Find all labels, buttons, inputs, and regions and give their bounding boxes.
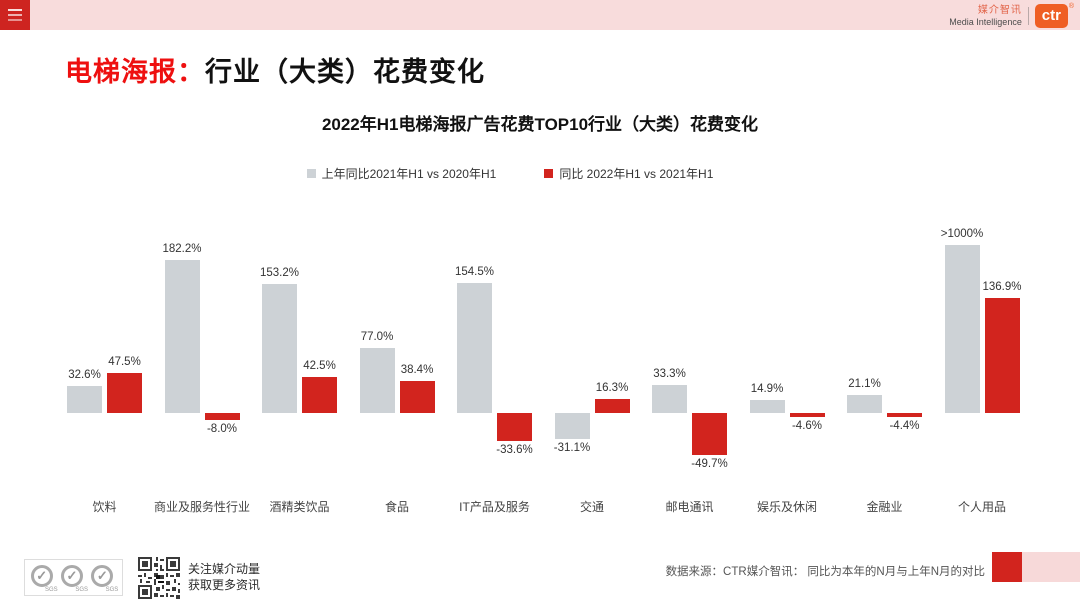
bar-series0-cat5: [554, 413, 590, 440]
sgs-logo-icon: ✓ SGS: [90, 563, 119, 593]
bar-value-label: -31.1%: [553, 442, 591, 455]
bar-series0-cat7: [749, 400, 785, 413]
qr-caption: 关注媒介动量 获取更多资讯: [188, 561, 260, 593]
category-label: 食品: [384, 500, 409, 514]
sgs-label: SGS: [105, 586, 119, 593]
bar-series1-cat3: [399, 380, 435, 413]
qr-caption-line2: 获取更多资讯: [188, 578, 261, 592]
category-label: 个人用品: [957, 500, 1006, 514]
sgs-logo-icon: ✓ SGS: [60, 563, 88, 593]
bar-series0-cat4: [457, 283, 492, 413]
bar-series0-cat6: [652, 385, 687, 413]
bar-value-label: 136.9%: [982, 281, 1022, 293]
menu-button[interactable]: [0, 0, 30, 30]
bar-series1-cat0: [107, 373, 142, 413]
legend-swatch-gray: [306, 169, 316, 178]
bar-series0-cat3: [359, 348, 395, 413]
ctr-logo: ctr: [1034, 4, 1068, 28]
sgs-label: SGS: [75, 586, 88, 593]
bar-value-label: -4.4%: [889, 419, 920, 432]
bar-series1-cat8: [887, 413, 922, 417]
qr-caption-line1: 关注媒介动量: [188, 562, 261, 576]
bar-series1-cat9: [984, 298, 1020, 413]
brand-name-cn: 媒介智讯: [977, 4, 1022, 16]
bar-series0-cat1: [164, 259, 200, 413]
bar-value-label: 32.6%: [68, 368, 101, 381]
category-label: 金融业: [866, 500, 903, 514]
category-label: 商业及服务性行业: [153, 500, 250, 514]
bar-value-label: 77.0%: [360, 331, 394, 344]
category-label: 饮料: [92, 500, 117, 514]
qr-code-icon: [138, 557, 180, 599]
bar-chart: 32.6% 47.5% 饮料 182.2% -8.0% 商业及服务性行业 153.2% 42.…: [0, 220, 1080, 530]
brand-name-en: Media Intelligence: [949, 16, 1022, 27]
legend-swatch-red: [544, 169, 554, 178]
bar-value-label: 154.5%: [454, 266, 494, 279]
footer-accent-red-block: [992, 552, 1022, 582]
bar-series0-cat8: [847, 395, 882, 413]
legend-label-prior-year: 上年同比2021年H1 vs 2020年H1: [321, 167, 497, 181]
hamburger-icon: [8, 9, 22, 11]
bar-value-label: 14.9%: [750, 383, 784, 396]
legend-label-current-year: 同比 2022年H1 vs 2021年H1: [559, 167, 714, 181]
bar-series0-cat0: [67, 385, 102, 413]
category-label: 邮电通讯: [665, 500, 714, 514]
bar-series1-cat5: [594, 399, 630, 413]
bar-value-label: -4.6%: [791, 419, 823, 432]
brand-logo: 媒介智讯 Media Intelligence ctr ®: [949, 3, 1074, 29]
brand-text: 媒介智讯 Media Intelligence: [949, 4, 1022, 27]
sgs-label: SGS: [44, 586, 58, 593]
sgs-check-icon: ✓: [30, 564, 53, 587]
bar-value-label: 153.2%: [259, 267, 299, 280]
brand-divider: [1027, 7, 1029, 25]
bar-series1-cat7: [789, 413, 825, 417]
bar-value-label: 42.5%: [303, 360, 336, 373]
footer-accent-pink-block: [1022, 552, 1080, 582]
bar-value-label: 16.3%: [595, 382, 629, 395]
registered-mark: ®: [1068, 3, 1074, 10]
bar-series1-cat4: [497, 413, 532, 442]
category-label: 交通: [579, 500, 604, 514]
category-label: 酒精类饮品: [269, 500, 330, 514]
bar-value-label: 21.1%: [848, 378, 881, 391]
page-title-highlight: 电梯海报：: [65, 57, 205, 87]
bar-value-label: 33.3%: [653, 368, 686, 381]
page-title-rest: 行业（大类）花费变化: [205, 57, 485, 87]
chart-title: 2022年H1电梯海报广告花费TOP10行业（大类）花费变化: [321, 115, 759, 134]
chart-legend: 上年同比2021年H1 vs 2020年H1 同比 2022年H1 vs 202…: [0, 165, 1020, 182]
bar-value-label: -33.6%: [496, 444, 533, 457]
page-title: 电梯海报：行业（大类）花费变化: [65, 50, 485, 89]
sgs-check-icon: ✓: [60, 564, 83, 587]
bar-series1-cat6: [692, 413, 727, 455]
bar-value-label: >1000%: [940, 228, 984, 240]
sgs-certification-logos: ✓ SGS ✓ SGS ✓ SGS: [24, 559, 123, 596]
bar-value-label: 182.2%: [162, 242, 202, 255]
legend-item-prior-year: 上年同比2021年H1 vs 2020年H1: [306, 165, 497, 182]
bar-value-label: 47.5%: [108, 356, 141, 369]
bar-series1-cat2: [302, 377, 337, 413]
legend-item-current-year: 同比 2022年H1 vs 2021年H1: [544, 165, 713, 182]
bar-series0-cat9: [944, 245, 980, 413]
sgs-logo-icon: ✓ SGS: [30, 563, 58, 593]
top-bar: 媒介智讯 Media Intelligence ctr ®: [0, 0, 1080, 30]
bar-value-label: -8.0%: [206, 422, 238, 435]
data-source-note: 数据来源：CTR媒介智讯： 同比为本年的N月与上年N月的对比: [665, 566, 985, 578]
bar-series0-cat2: [262, 284, 297, 413]
bar-series1-cat1: [204, 413, 240, 420]
bar-value-label: 38.4%: [400, 363, 434, 376]
category-label: 娱乐及休闲: [756, 500, 817, 514]
sgs-check-icon: ✓: [91, 564, 114, 587]
bar-value-label: -49.7%: [691, 457, 728, 470]
category-label: IT产品及服务: [459, 500, 530, 514]
